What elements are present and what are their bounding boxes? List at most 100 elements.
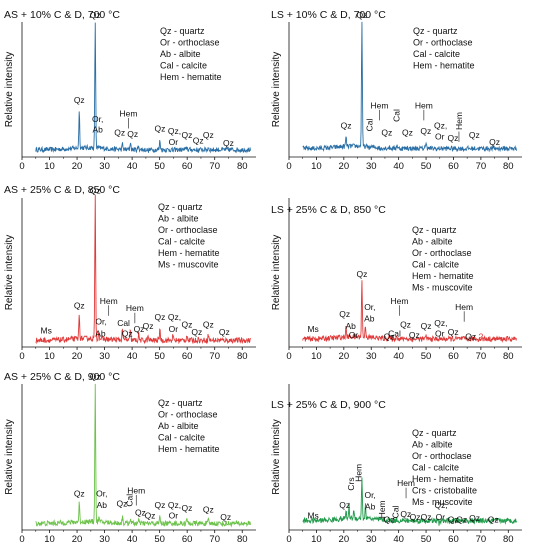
peak-annotation: Qz: [143, 321, 154, 331]
peak-annotation: Qz: [154, 123, 165, 133]
legend-entry: Cal - calcite: [412, 463, 459, 473]
peak-annotation: Ab: [93, 125, 104, 135]
legend-entry: Or - orthoclase: [412, 451, 472, 461]
legend-entry: Crs - cristobalite: [412, 486, 477, 496]
peak-annotation: Or: [169, 324, 179, 334]
x-tick-label: 0: [286, 351, 291, 362]
peak-annotation: Qz,: [434, 318, 447, 328]
x-tick-label: 20: [339, 534, 350, 545]
panel-title: AS + 25% C & D, 900 °C: [4, 371, 120, 383]
panel-4: LS + 25% C & D, 850 °C Relative intensity…: [271, 198, 522, 362]
legend-entry: Ab - albite: [412, 440, 453, 450]
peak-annotation: Qz: [488, 515, 499, 525]
peak-annotation: Ms: [307, 324, 318, 334]
peak-annotation: Crs: [346, 477, 356, 490]
panel-1: AS + 10% C & D, 700 °C Relative intensity…: [4, 9, 256, 172]
x-tick-label: 20: [72, 351, 83, 362]
peak-annotation: Or: [349, 330, 359, 340]
peak-annotation: Or,: [364, 302, 375, 312]
legend-entry: Ms - muscovite: [412, 283, 473, 293]
x-tick-label: 50: [154, 161, 165, 172]
y-axis-label: Relative intensity: [4, 235, 15, 311]
peak-annotation: Qz: [339, 500, 350, 510]
x-tick-label: 20: [339, 351, 350, 362]
peak-annotation: Qz: [181, 130, 192, 140]
x-tick-label: 40: [393, 161, 404, 172]
legend-entry: Hem - hematite: [158, 444, 220, 454]
panel-title: LS + 10% C & D, 700 °C: [271, 9, 386, 21]
peak-annotation: Qz,: [168, 500, 181, 510]
panel-title: LS + 25% C & D, 900 °C: [271, 399, 386, 411]
legend-entry: Cal - calcite: [413, 49, 460, 59]
x-tick-label: 70: [209, 534, 220, 545]
x-tick-label: 10: [44, 534, 55, 545]
peak-annotation: Or,: [364, 490, 375, 500]
peak-annotation: Qz: [341, 121, 352, 131]
peak-annotation: Hem: [120, 109, 138, 119]
x-tick-label: 70: [209, 351, 220, 362]
x-tick-label: 20: [339, 161, 350, 172]
x-tick-label: 80: [503, 351, 514, 362]
x-tick-label: 0: [286, 534, 291, 545]
peak-annotation: Or,: [92, 114, 103, 124]
peak-annotation: Hem: [455, 302, 473, 312]
peak-annotation: Qz: [181, 320, 192, 330]
peak-annotation: Qz: [191, 327, 202, 337]
peak-annotation: Cal: [117, 318, 130, 328]
peak-annotation: Ab: [97, 500, 108, 510]
peak-annotation: Qz: [203, 130, 214, 140]
panel-title: LS + 25% C & D, 850 °C: [271, 204, 386, 216]
legend-entry: Ab - albite: [160, 49, 201, 59]
legend-entry: Hem - hematite: [413, 61, 475, 71]
x-tick-label: 30: [366, 351, 377, 362]
peak-annotation: Qz: [90, 10, 101, 20]
peak-annotation: Qz: [122, 329, 133, 339]
peak-annotation: Or: [169, 510, 179, 520]
peak-annotation: Qz: [384, 515, 395, 525]
peak-annotation: Qz: [127, 129, 138, 139]
peak-annotation: Qz: [74, 488, 85, 498]
y-axis-label: Relative intensity: [4, 52, 15, 128]
peak-annotation: Qz: [420, 126, 431, 136]
peak-annotation: Qz: [154, 312, 165, 322]
peak-annotation: Qz,: [168, 126, 181, 136]
x-tick-label: 10: [311, 161, 322, 172]
legend-entry: Or - orthoclase: [413, 38, 473, 48]
peak-annotation: Cal: [391, 109, 401, 122]
x-tick-label: 80: [237, 161, 248, 172]
legend-entry: Qz - quartz: [158, 202, 203, 212]
peak-annotation: Qz,: [435, 500, 448, 510]
legend-entry: Hem - hematite: [158, 248, 220, 258]
xrd-trace: [302, 477, 517, 526]
x-tick-label: 30: [366, 534, 377, 545]
x-tick-label: 50: [154, 351, 165, 362]
x-tick-label: 70: [476, 161, 487, 172]
legend-entry: Cal - calcite: [160, 61, 207, 71]
y-axis-label: Relative intensity: [271, 52, 282, 128]
peak-annotation: Qz: [220, 512, 231, 522]
legend-entry: Or - orthoclase: [158, 225, 218, 235]
x-tick-label: 10: [44, 161, 55, 172]
x-tick-label: 20: [72, 161, 83, 172]
legend-entry: Qz - quartz: [412, 428, 457, 438]
xrd-trace: [35, 22, 251, 154]
legend-entry: Hem - hematite: [412, 271, 474, 281]
x-tick-label: 20: [72, 534, 83, 545]
y-axis-label: Relative intensity: [271, 419, 282, 495]
peak-annotation: Hem: [454, 112, 464, 130]
panel-title: AS + 10% C & D, 700 °C: [4, 9, 120, 21]
legend-entry: Cal - calcite: [158, 237, 205, 247]
x-tick-label: 10: [311, 534, 322, 545]
peak-annotation: Qz: [203, 504, 214, 514]
peak-annotation: Hem: [370, 100, 388, 110]
peak-annotation: Qz: [74, 95, 85, 105]
peak-annotation: Hem: [397, 478, 415, 488]
peak-annotation: Hem: [100, 296, 118, 306]
legend-entry: Or - orthoclase: [412, 248, 472, 258]
peak-annotation: ?: [479, 332, 484, 342]
legend-entry: Qz - quartz: [413, 26, 458, 36]
peak-annotation: Ab: [95, 329, 106, 339]
peak-annotation: Qz: [384, 332, 395, 342]
x-tick-label: 40: [127, 351, 138, 362]
